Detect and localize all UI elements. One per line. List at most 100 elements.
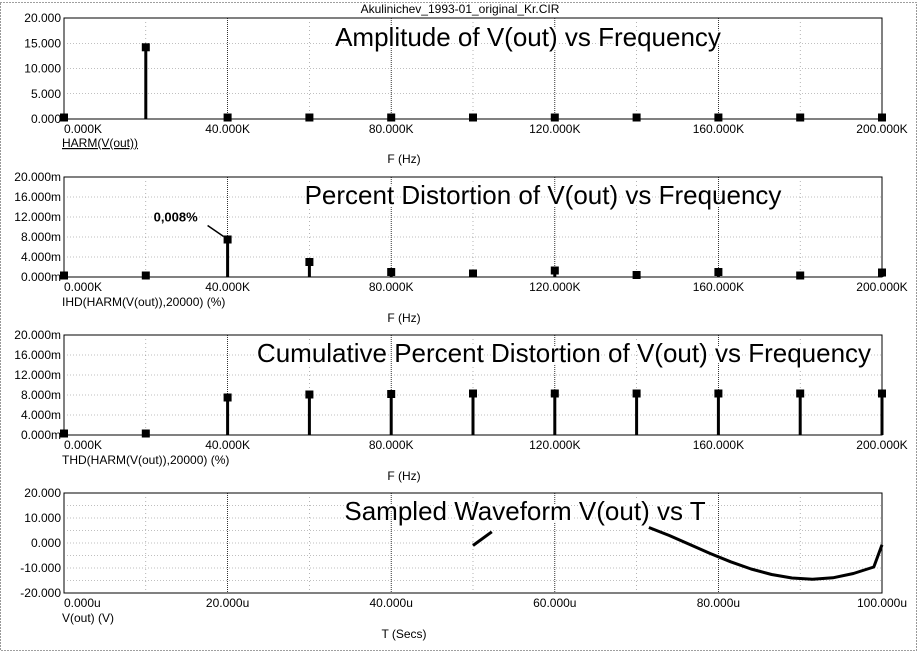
y-tick-label: 12.000m (14, 368, 61, 382)
bar-marker (469, 269, 477, 278)
bar-marker (469, 113, 477, 122)
y-tick-label: 20.000m (14, 170, 61, 184)
bar-marker (632, 389, 641, 398)
x-tick-label: 160.000K (693, 280, 744, 294)
x-tick-label: 100.000u (857, 596, 907, 610)
waveform-line (472, 530, 493, 547)
chart-title: Sampled Waveform V(out) vs T (344, 496, 705, 526)
y-tick-label: 15.000 (24, 36, 61, 50)
y-tick-label: 4.000m (21, 250, 61, 264)
x-tick-label: 20.000u (206, 596, 249, 610)
x-tick-label: 60.000u (533, 596, 576, 610)
x-tick-label: 80.000K (369, 122, 414, 136)
bar-marker (878, 389, 886, 398)
bar-marker (550, 389, 559, 398)
bar-marker (878, 113, 886, 122)
bar-marker (632, 271, 641, 279)
x-tick-label: 80.000K (369, 280, 414, 294)
chart-title: Cumulative Percent Distortion of V(out) … (257, 338, 871, 368)
bar-marker (223, 393, 232, 402)
bar-marker (550, 113, 559, 122)
bar-marker (714, 113, 723, 122)
annotation-label: 0,008% (154, 210, 199, 225)
y-tick-label: 16.000m (14, 190, 61, 204)
y-tick-label: 20.000 (24, 11, 61, 25)
chart-title: Amplitude of V(out) vs Frequency (335, 22, 721, 52)
trace-label: V(out) (V) (62, 611, 114, 625)
y-tick-label: -10.000 (20, 561, 61, 575)
bar-marker (387, 268, 396, 276)
x-axis-label: F (Hz) (387, 469, 420, 483)
x-tick-label: 40.000K (205, 122, 250, 136)
x-axis-label: T (Secs) (381, 627, 426, 641)
x-tick-label: 40.000K (205, 438, 250, 452)
bar-marker (141, 271, 150, 280)
bar-marker (714, 389, 723, 398)
annotation-arrow (207, 224, 225, 238)
x-tick-label: 120.000K (529, 438, 580, 452)
bar-marker (632, 113, 641, 122)
bar-marker (387, 390, 396, 398)
chart-title: Percent Distortion of V(out) vs Frequenc… (305, 180, 782, 210)
panel-3: 0.000m 4.000m 8.000m 12.000m 16.000m 20.000m 0… (14, 328, 907, 483)
bar-marker (796, 113, 805, 122)
y-tick-label: 20.000m (14, 328, 61, 342)
x-tick-label: 200.000K (856, 122, 907, 136)
x-tick-label: 120.000K (529, 280, 580, 294)
bar-marker (141, 43, 150, 52)
panel-4: -20.000 -10.000 0.000 10.000 20.000 0.000u 20.… (20, 486, 907, 641)
bar-marker (60, 271, 68, 280)
y-tick-label: 8.000m (21, 230, 61, 244)
trace-label: HARM(V(out)) (62, 136, 138, 150)
x-tick-label: 120.000K (529, 122, 580, 136)
x-axis-label: F (Hz) (387, 311, 420, 325)
bar-marker (223, 113, 232, 122)
y-tick-label: 10.000 (24, 511, 61, 525)
bar-marker (305, 113, 314, 122)
y-tick-label: 4.000m (21, 408, 61, 422)
y-tick-label: 5.000 (31, 87, 61, 101)
window-title: Akulinichev_1993-01_original_Kr.CIR (360, 2, 560, 16)
x-tick-label: 160.000K (693, 438, 744, 452)
y-tick-label: 16.000m (14, 348, 61, 362)
bar-marker (60, 429, 68, 438)
bar-marker (305, 258, 314, 266)
y-tick-label: 0.000m (21, 428, 61, 442)
y-tick-label: -20.000 (20, 586, 61, 600)
bar-marker (141, 429, 150, 438)
y-tick-label: 10.000 (24, 62, 61, 76)
y-tick-label: 0.000 (31, 536, 61, 550)
bar-marker (878, 268, 886, 277)
x-tick-label: 0.000K (64, 280, 102, 294)
bar-marker (550, 266, 559, 275)
bar-marker (223, 235, 232, 244)
panel-1: 0.000 5.000 10.000 15.000 20.000 0.000K 40.000… (24, 11, 907, 166)
bar-marker (714, 268, 723, 276)
bar-marker (60, 113, 68, 122)
x-tick-label: 40.000u (370, 596, 413, 610)
bar-marker (469, 389, 477, 398)
y-tick-label: 20.000 (24, 486, 61, 500)
y-tick-label: 0.000 (31, 112, 61, 126)
bar-marker (796, 389, 805, 398)
panel-2: 0.000m 4.000m 8.000m 12.000m 16.000m 20.000m 0… (14, 170, 907, 325)
x-tick-label: 80.000K (369, 438, 414, 452)
x-tick-label: 0.000u (64, 596, 101, 610)
x-tick-label: 160.000K (693, 122, 744, 136)
bar-marker (796, 271, 805, 280)
x-tick-label: 80.000u (697, 596, 740, 610)
bar-marker (387, 113, 396, 122)
y-tick-label: 8.000m (21, 388, 61, 402)
bar-marker (305, 390, 314, 399)
x-tick-label: 200.000K (856, 438, 907, 452)
x-tick-label: 200.000K (856, 280, 907, 294)
trace-label: IHD(HARM(V(out)),20000) (%) (62, 295, 225, 309)
x-tick-label: 40.000K (205, 280, 250, 294)
y-tick-label: 12.000m (14, 210, 61, 224)
trace-label: THD(HARM(V(out)),20000) (%) (62, 453, 229, 467)
x-tick-label: 0.000K (64, 438, 102, 452)
x-axis-label: F (Hz) (387, 152, 420, 166)
x-tick-label: 0.000K (64, 122, 102, 136)
